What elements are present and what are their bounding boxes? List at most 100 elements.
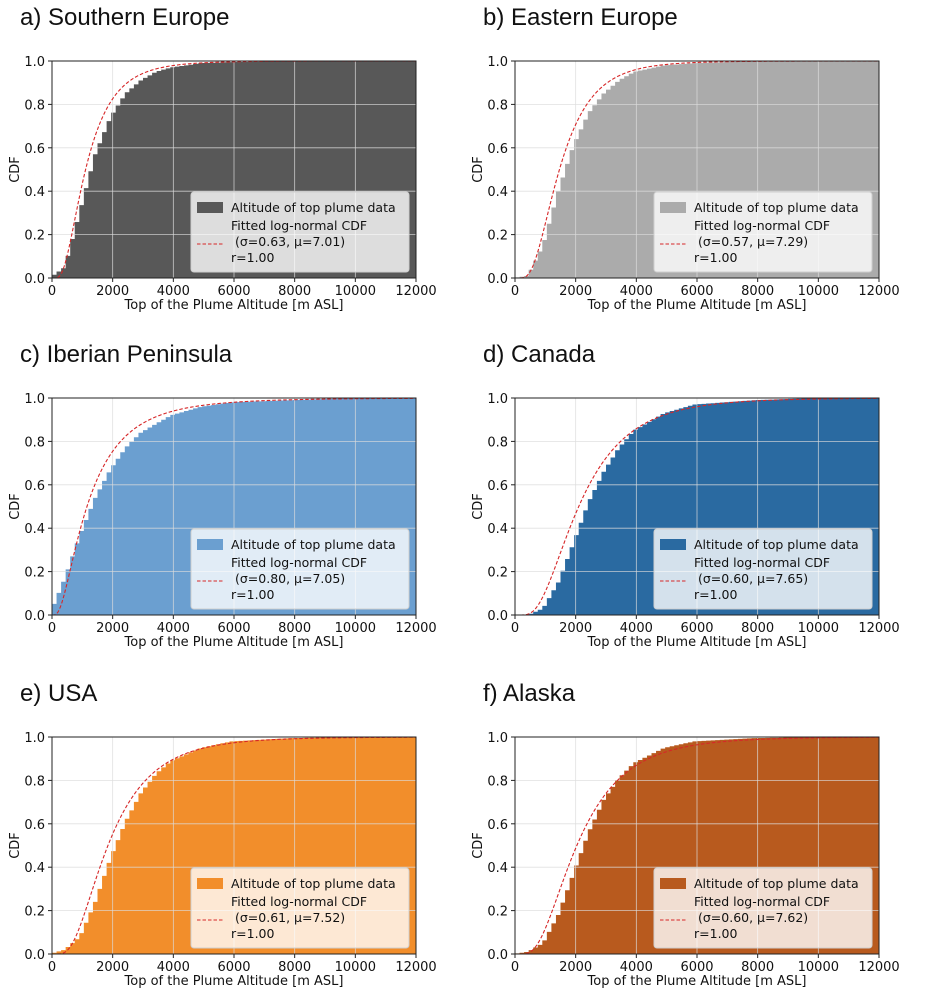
- legend-histogram-label: Altitude of top plume data: [694, 200, 859, 215]
- panel-usa: e) USA 0 2000 4000 6000 8000 10000 12000 0.0 0.2…: [0, 676, 463, 1008]
- x-axis-label: Top of the Plume Altitude [m ASL]: [124, 974, 344, 989]
- x-tick-label: 12000: [858, 960, 899, 975]
- y-tick-label: 0.6: [487, 818, 508, 833]
- y-tick-label: 0.0: [487, 609, 508, 624]
- x-tick-label: 8000: [741, 284, 774, 299]
- legend-box: [653, 867, 873, 949]
- x-tick-label: 0: [48, 284, 56, 299]
- y-tick-label: 0.4: [24, 861, 45, 876]
- legend-box: [190, 528, 410, 610]
- y-tick-label: 0.4: [24, 185, 45, 200]
- y-axis-label: CDF: [8, 832, 23, 859]
- y-tick-label: 0.2: [24, 566, 45, 581]
- x-tick-label: 10000: [798, 960, 839, 975]
- x-axis-label: Top of the Plume Altitude [m ASL]: [124, 635, 344, 650]
- y-tick-label: 0.8: [24, 98, 45, 113]
- legend-histogram-label: Altitude of top plume data: [694, 537, 859, 552]
- x-axis-label: Top of the Plume Altitude [m ASL]: [124, 298, 344, 313]
- x-tick-label: 6000: [680, 284, 713, 299]
- legend-box: [653, 191, 873, 273]
- y-tick-label: 1.0: [24, 55, 45, 70]
- x-tick-label: 8000: [741, 960, 774, 975]
- x-tick-label: 8000: [278, 621, 311, 636]
- y-axis-label: CDF: [8, 493, 23, 520]
- x-tick-label: 4000: [157, 960, 190, 975]
- legend-histogram-swatch: [197, 202, 223, 213]
- legend-histogram-label: Altitude of top plume data: [694, 876, 859, 891]
- y-tick-label: 0.2: [24, 905, 45, 920]
- x-tick-label: 4000: [157, 621, 190, 636]
- x-tick-label: 2000: [96, 284, 129, 299]
- x-tick-label: 12000: [395, 284, 436, 299]
- legend-fit-params: (σ=0.57, μ=7.29): [698, 234, 808, 249]
- panel-title: d) Canada: [483, 341, 596, 368]
- x-axis-label: Top of the Plume Altitude [m ASL]: [587, 635, 807, 650]
- legend-fit-r: r=1.00: [231, 926, 274, 941]
- x-tick-label: 10000: [335, 960, 376, 975]
- y-tick-label: 0.6: [487, 479, 508, 494]
- y-tick-label: 0.0: [24, 948, 45, 963]
- panel-title: a) Southern Europe: [20, 4, 230, 31]
- x-tick-label: 10000: [798, 621, 839, 636]
- y-tick-label: 0.0: [24, 609, 45, 624]
- legend-fit-label: Fitted log-normal CDF: [694, 894, 830, 909]
- x-tick-label: 2000: [96, 960, 129, 975]
- legend-histogram-label: Altitude of top plume data: [231, 537, 396, 552]
- fitted-lognormal-cdf-line: [515, 736, 880, 955]
- x-tick-label: 2000: [96, 621, 129, 636]
- panel-title: e) USA: [20, 680, 98, 707]
- y-tick-label: 0.2: [24, 229, 45, 244]
- y-tick-label: 0.4: [487, 185, 508, 200]
- y-tick-label: 0.8: [24, 774, 45, 789]
- legend-fit-r: r=1.00: [694, 926, 737, 941]
- x-tick-label: 4000: [157, 284, 190, 299]
- y-tick-label: 1.0: [487, 55, 508, 70]
- y-tick-label: 0.2: [487, 905, 508, 920]
- y-tick-label: 0.6: [24, 479, 45, 494]
- y-tick-label: 0.0: [487, 272, 508, 287]
- legend-fit-params: (σ=0.61, μ=7.52): [235, 910, 345, 925]
- legend-fit-params: (σ=0.80, μ=7.05): [235, 571, 345, 586]
- x-tick-label: 8000: [278, 284, 311, 299]
- x-tick-label: 2000: [559, 960, 592, 975]
- y-tick-label: 0.4: [487, 522, 508, 537]
- x-axis-label: Top of the Plume Altitude [m ASL]: [587, 298, 807, 313]
- chart-svg: 0 2000 4000 6000 8000 10000 12000 0.0 0.2 0.4 0.6 0…: [471, 55, 900, 313]
- y-tick-label: 0.0: [487, 948, 508, 963]
- legend-histogram-label: Altitude of top plume data: [231, 876, 396, 891]
- y-tick-label: 0.8: [487, 774, 508, 789]
- legend-histogram-swatch: [660, 878, 686, 889]
- x-tick-label: 12000: [858, 621, 899, 636]
- chart-svg: 0 2000 4000 6000 8000 10000 12000 0.0 0.2 0.4 0.6 0…: [8, 392, 437, 650]
- x-tick-label: 0: [48, 960, 56, 975]
- x-tick-label: 6000: [217, 621, 250, 636]
- legend-fit-params: (σ=0.60, μ=7.65): [698, 571, 808, 586]
- fitted-lognormal-cdf-line: [515, 397, 880, 616]
- y-tick-label: 0.8: [487, 435, 508, 450]
- y-tick-label: 0.4: [487, 861, 508, 876]
- y-axis-label: CDF: [471, 156, 486, 183]
- legend-fit-r: r=1.00: [694, 587, 737, 602]
- y-axis-label: CDF: [471, 493, 486, 520]
- x-tick-label: 8000: [741, 621, 774, 636]
- legend-box: [190, 191, 410, 273]
- y-tick-label: 0.6: [487, 142, 508, 157]
- y-axis-label: CDF: [471, 832, 486, 859]
- x-tick-label: 4000: [620, 284, 653, 299]
- legend-fit-r: r=1.00: [231, 250, 274, 265]
- x-tick-label: 10000: [335, 284, 376, 299]
- x-tick-label: 0: [511, 284, 519, 299]
- chart-svg: 0 2000 4000 6000 8000 10000 12000 0.0 0.2 0.4 0.6 0…: [471, 392, 900, 650]
- x-tick-label: 4000: [620, 960, 653, 975]
- y-tick-label: 1.0: [24, 731, 45, 746]
- x-tick-label: 2000: [559, 621, 592, 636]
- x-tick-label: 6000: [217, 284, 250, 299]
- panel-title: b) Eastern Europe: [483, 4, 678, 31]
- legend-fit-params: (σ=0.60, μ=7.62): [698, 910, 808, 925]
- x-tick-label: 6000: [680, 621, 713, 636]
- legend-histogram-swatch: [197, 539, 223, 550]
- y-tick-label: 0.6: [24, 142, 45, 157]
- panel-alaska: f) Alaska 0 2000 4000 6000 8000 10000 12000 0.0…: [463, 676, 926, 1008]
- panel-southern-europe: a) Southern Europe 0 2000 4000 6000 8000 1000…: [0, 0, 463, 332]
- fitted-lognormal-cdf-line: [52, 397, 416, 616]
